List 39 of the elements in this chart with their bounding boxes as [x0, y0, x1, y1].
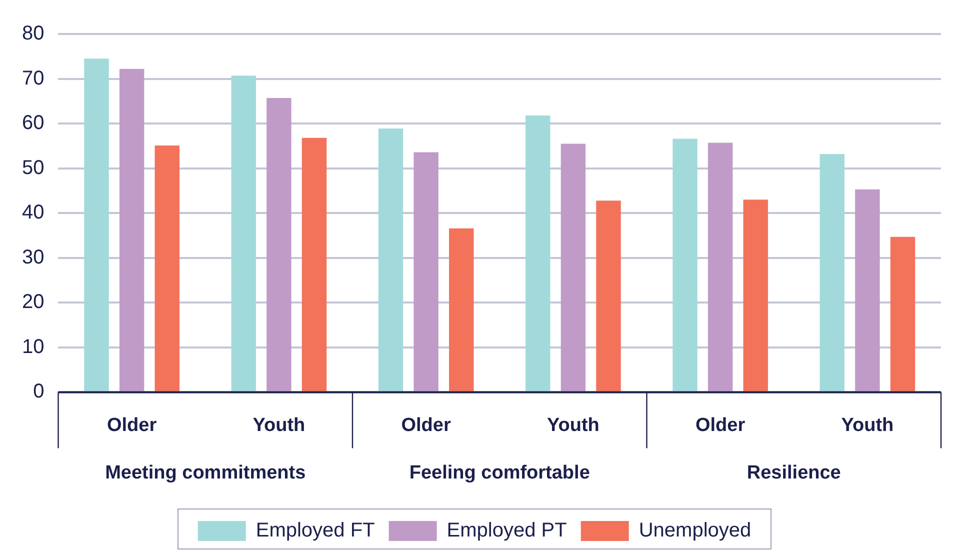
bar — [119, 68, 144, 392]
bar — [855, 189, 880, 392]
bar — [449, 228, 474, 392]
bar — [378, 128, 404, 392]
bar — [560, 144, 586, 392]
y-tick-label: 40 — [22, 202, 44, 224]
x-tick-label: Youth — [252, 414, 306, 436]
y-tick-label: 10 — [22, 336, 44, 358]
bar — [743, 200, 768, 392]
bar — [890, 236, 916, 392]
x-tick-label: Youth — [546, 414, 600, 436]
y-tick-label: 60 — [22, 112, 44, 134]
y-tick-label: 20 — [22, 291, 44, 314]
bar — [154, 145, 180, 392]
legend-label: Employed PT — [446, 520, 567, 542]
y-tick-label: 70 — [22, 67, 44, 90]
y-tick-label: 30 — [22, 246, 44, 268]
legend-label: Unemployed — [638, 520, 752, 542]
x-tick-label: Older — [106, 414, 158, 436]
text: Meeting commitments — [105, 462, 306, 484]
bar — [526, 115, 550, 392]
x-tick-label: Older — [696, 414, 746, 436]
bar — [266, 98, 292, 392]
x-tick-label: Older — [401, 414, 452, 436]
y-tick-label: 80 — [22, 22, 44, 45]
bar — [302, 138, 327, 392]
bar — [820, 154, 844, 392]
y-tick-label: 0 — [33, 380, 44, 403]
bar — [414, 152, 438, 392]
bar — [84, 58, 109, 392]
text: Feeling comfortable — [409, 462, 590, 484]
text: Resilience — [746, 462, 841, 484]
bar — [672, 138, 698, 392]
bar — [231, 76, 256, 392]
bar — [708, 142, 733, 392]
y-tick-label: 50 — [22, 156, 44, 179]
bar — [596, 200, 621, 392]
x-tick-label: Youth — [841, 414, 894, 436]
legend-label: Employed FT — [256, 520, 375, 542]
